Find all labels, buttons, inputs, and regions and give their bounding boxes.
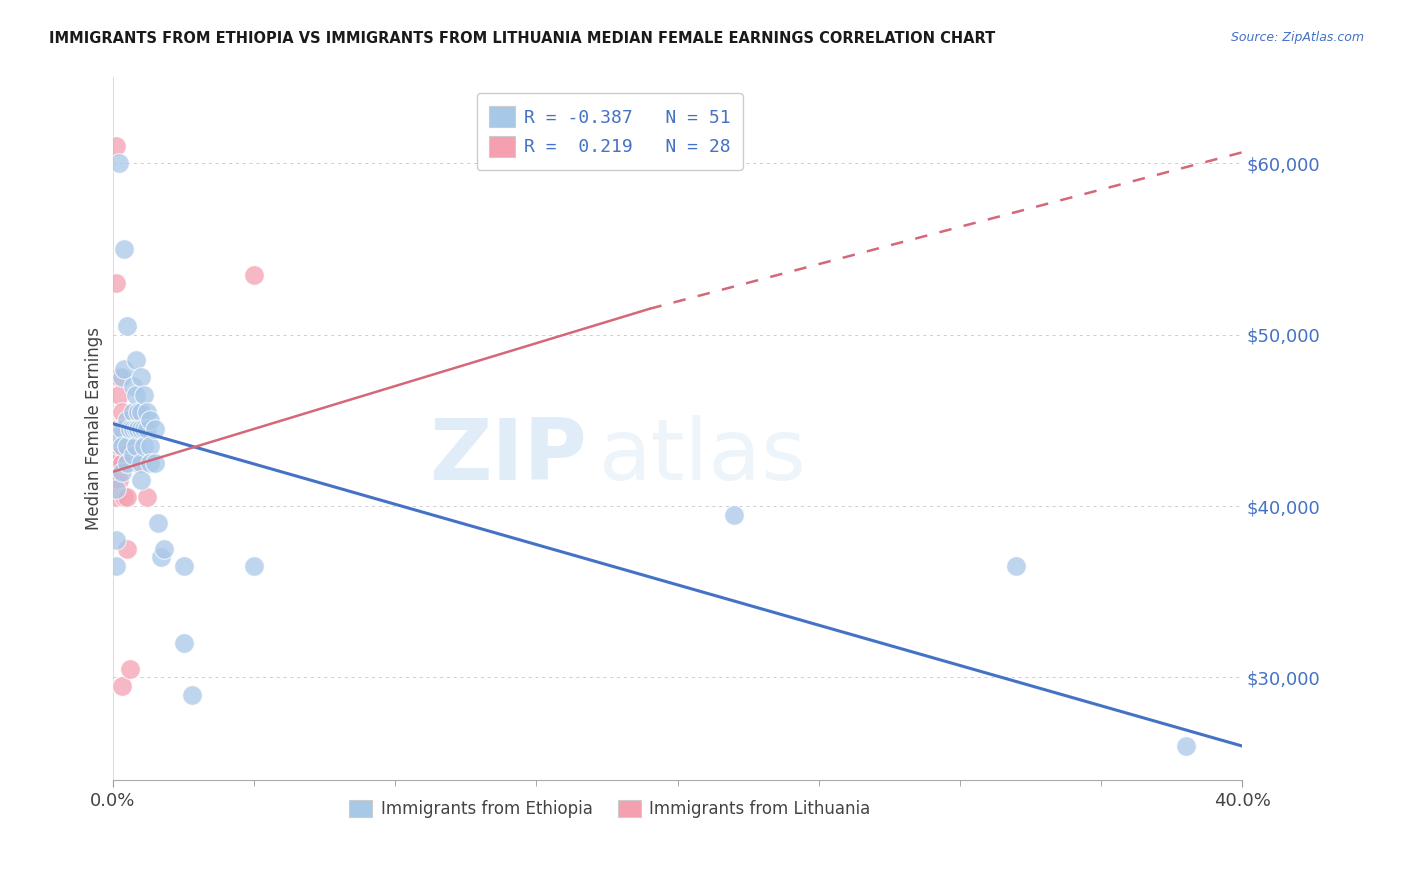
Point (124, 422, 146, 436)
Point (112, 362, 135, 376)
Point (121, 422, 143, 436)
Point (104, 491, 127, 505)
Point (173, 559, 195, 574)
Point (110, 679, 132, 693)
Point (124, 439, 146, 453)
Point (124, 387, 146, 401)
Point (124, 353, 146, 368)
Point (104, 430, 127, 444)
Point (150, 550, 173, 565)
Point (129, 370, 152, 384)
Legend: Immigrants from Ethiopia, Immigrants from Lithuania: Immigrants from Ethiopia, Immigrants fro… (343, 793, 877, 825)
Point (104, 276, 127, 290)
Point (110, 439, 132, 453)
Point (110, 422, 132, 436)
Point (181, 688, 204, 702)
Point (121, 448, 143, 462)
Point (115, 456, 138, 470)
Point (145, 422, 167, 436)
Text: ZIP: ZIP (429, 416, 588, 499)
Point (129, 473, 152, 487)
Point (135, 422, 157, 436)
Point (132, 422, 155, 436)
Text: Source: ZipAtlas.com: Source: ZipAtlas.com (1230, 31, 1364, 45)
Point (104, 559, 127, 574)
Point (110, 439, 132, 453)
Point (104, 448, 127, 462)
Point (104, 533, 127, 548)
Point (110, 405, 132, 419)
Point (107, 156, 129, 170)
Point (132, 387, 155, 401)
Y-axis label: Median Female Earnings: Median Female Earnings (86, 327, 103, 531)
Point (121, 405, 143, 419)
Point (104, 482, 127, 496)
Point (115, 439, 138, 453)
Point (139, 439, 162, 453)
Point (107, 370, 129, 384)
Point (110, 370, 132, 384)
Point (129, 456, 152, 470)
Text: atlas: atlas (599, 416, 807, 499)
Point (173, 636, 195, 650)
Point (723, 508, 745, 522)
Point (107, 473, 129, 487)
Point (124, 439, 146, 453)
Point (145, 456, 167, 470)
Point (110, 422, 132, 436)
Point (107, 422, 129, 436)
Point (104, 456, 127, 470)
Point (104, 422, 127, 436)
Point (1174, 739, 1197, 753)
Point (153, 541, 176, 556)
Point (127, 456, 149, 470)
Point (107, 439, 129, 453)
Point (104, 439, 127, 453)
Point (135, 405, 157, 419)
Point (139, 413, 162, 427)
Point (1005, 559, 1028, 574)
Point (112, 242, 135, 256)
Point (243, 268, 266, 282)
Point (118, 662, 141, 676)
Point (139, 456, 162, 470)
Point (110, 456, 132, 470)
Text: IMMIGRANTS FROM ETHIOPIA VS IMMIGRANTS FROM LITHUANIA MEDIAN FEMALE EARNINGS COR: IMMIGRANTS FROM ETHIOPIA VS IMMIGRANTS F… (49, 31, 995, 46)
Point (115, 541, 138, 556)
Point (121, 422, 143, 436)
Point (115, 413, 138, 427)
Point (135, 491, 157, 505)
Point (243, 559, 266, 574)
Point (121, 379, 143, 393)
Point (110, 465, 132, 479)
Point (127, 405, 149, 419)
Point (148, 516, 170, 530)
Point (127, 422, 149, 436)
Point (112, 491, 135, 505)
Point (132, 439, 155, 453)
Point (118, 422, 141, 436)
Point (107, 387, 129, 401)
Point (104, 139, 127, 153)
Point (115, 491, 138, 505)
Point (104, 473, 127, 487)
Point (129, 422, 152, 436)
Point (115, 318, 138, 333)
Point (129, 405, 152, 419)
Point (112, 422, 135, 436)
